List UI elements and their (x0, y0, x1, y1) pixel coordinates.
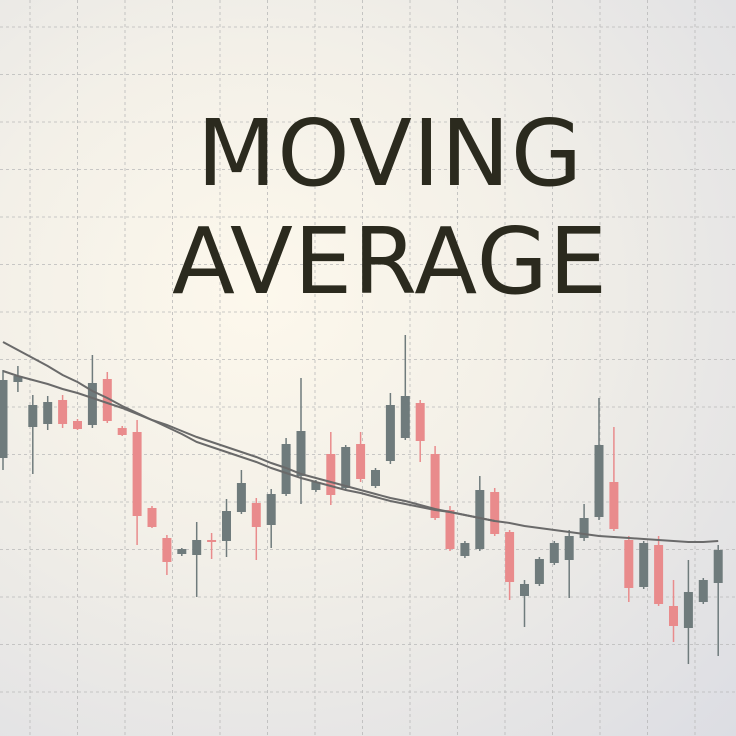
candle-body (102, 379, 112, 421)
candle-body (609, 482, 619, 529)
candle-body (430, 454, 440, 518)
candle-body (117, 428, 127, 435)
candle-body (356, 444, 366, 479)
candle-body (639, 543, 649, 587)
candle-body (654, 545, 664, 604)
candle-body (162, 538, 172, 562)
moving-average-line (2, 341, 719, 543)
candle-body (132, 432, 142, 516)
candle-body (266, 494, 276, 525)
candle-body (177, 549, 187, 554)
candle-body (549, 543, 559, 563)
candle-body (28, 405, 38, 427)
candle-body (475, 490, 485, 549)
candle-body (207, 540, 217, 542)
candle-body (415, 403, 425, 441)
candle-body (579, 518, 589, 538)
candle-body (505, 532, 515, 582)
candle-body (311, 482, 321, 490)
candle-body (58, 400, 68, 424)
candle-body (326, 454, 336, 495)
candle-body (594, 445, 604, 517)
candle-body (520, 584, 529, 596)
candle-body (0, 380, 8, 458)
candle-body (13, 376, 23, 382)
candle-body (490, 492, 500, 534)
chart-title: MOVING AVERAGE (171, 100, 609, 315)
candle-body (564, 536, 574, 560)
candle-body (371, 470, 380, 486)
candle-body (296, 431, 306, 476)
candle-body (400, 396, 410, 438)
candle-body (192, 540, 202, 555)
candle-body (698, 580, 708, 602)
candle-body (445, 510, 455, 549)
candle-body (341, 447, 351, 488)
candle-body (87, 383, 97, 425)
candle-body (385, 405, 395, 461)
candle-body (713, 550, 723, 583)
candle-body (460, 543, 470, 556)
candle-body (251, 503, 261, 527)
candle-body (534, 559, 544, 584)
candle-body (73, 421, 82, 429)
candle-body (43, 402, 53, 424)
candle-body (236, 483, 246, 512)
candle-body (222, 511, 231, 541)
candle-body (669, 606, 678, 626)
candle-body (683, 592, 693, 628)
candle-body (624, 540, 634, 588)
moving-average-line (2, 370, 495, 522)
candle-body (147, 508, 157, 527)
